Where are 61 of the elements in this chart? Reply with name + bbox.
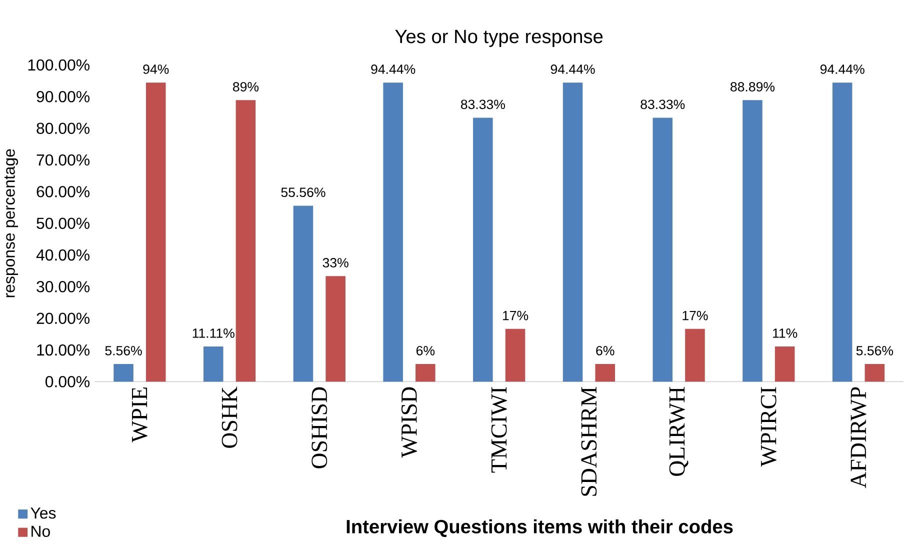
data-label: 55.56% — [281, 188, 326, 198]
data-label: 5.56% — [856, 346, 894, 356]
data-label: 94.44% — [371, 64, 416, 74]
y-tick-label: 60.00% — [36, 186, 90, 198]
bar — [114, 364, 134, 382]
bar — [685, 328, 705, 382]
data-label: 17% — [682, 310, 708, 320]
bar — [293, 206, 314, 382]
bar — [505, 328, 526, 382]
x-tick-label: OSHISD — [312, 387, 328, 468]
data-label: 83.33% — [640, 100, 685, 110]
y-tick-label: 100.00% — [28, 59, 90, 71]
y-tick-label: 10.00% — [37, 344, 90, 356]
data-label: 88.89% — [730, 82, 775, 92]
y-tick-label: 40.00% — [36, 249, 90, 261]
data-label: 11% — [773, 328, 798, 338]
y-tick-label: 90.00% — [36, 91, 90, 102]
bar — [383, 82, 403, 382]
y-tick-label: 70.00% — [36, 154, 90, 166]
x-tick-label: SDASHRM — [581, 387, 597, 496]
data-label: 94.44% — [550, 64, 595, 74]
data-label: 11.11% — [192, 328, 234, 338]
bar — [203, 346, 224, 382]
x-tick-label: TMCIWI — [491, 387, 507, 473]
data-label: 6% — [416, 346, 435, 356]
bar — [595, 364, 616, 382]
bar — [236, 100, 256, 382]
data-label: 89% — [233, 82, 259, 92]
bar — [416, 364, 436, 382]
y-tick-label: 80.00% — [36, 122, 90, 134]
data-label: 5.56% — [105, 346, 142, 356]
bar — [146, 82, 166, 382]
bar — [652, 118, 673, 382]
x-tick-label: QLIRWH — [669, 387, 688, 476]
x-tick-label: AFDIRWP — [850, 387, 866, 488]
data-label: 94.44% — [820, 64, 864, 74]
data-label: 17% — [503, 310, 528, 320]
y-tick-label: 50.00% — [36, 218, 90, 230]
data-label: 83.33% — [460, 100, 505, 110]
x-tick-label: WPIRCI — [760, 387, 776, 467]
bar — [326, 276, 346, 382]
legend-label: Yes — [30, 508, 56, 519]
x-axis-title: Interview Questions items with their codes — [346, 519, 733, 538]
bar — [864, 364, 885, 382]
bar — [562, 82, 583, 382]
x-tick-label: OSHK — [222, 386, 238, 448]
bar — [832, 82, 852, 382]
x-tick-label: WPIE — [132, 388, 148, 443]
y-tick-label: 20.00% — [36, 312, 90, 324]
x-tick-label: WPISD — [401, 387, 418, 458]
data-label: 33% — [322, 258, 348, 268]
data-label: 6% — [596, 346, 614, 356]
legend-label: No — [32, 526, 50, 538]
bar — [473, 118, 493, 382]
y-tick-label: 0.00% — [46, 376, 90, 388]
y-tick-label: 30.00% — [36, 281, 90, 292]
chart-title: Yes or No type response — [395, 30, 603, 48]
data-label: 94% — [143, 64, 169, 74]
bar — [774, 346, 795, 382]
y-axis-title: response percentage — [4, 149, 18, 298]
bar — [742, 100, 762, 382]
